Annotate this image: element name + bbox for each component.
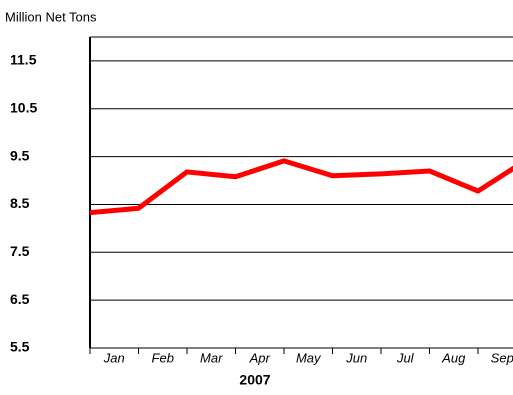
y-tick-label: 7.5 <box>10 243 30 259</box>
x-tick-label: May <box>296 350 322 365</box>
x-tick-label: Apr <box>249 350 271 365</box>
x-tick-label: Jun <box>345 350 367 365</box>
y-tick-label: 10.5 <box>10 99 37 115</box>
data-line <box>90 158 513 216</box>
y-tick-label: 5.5 <box>10 339 30 355</box>
y-tick-label: 6.5 <box>10 291 30 307</box>
x-tick-label: Jan <box>103 350 125 365</box>
y-tick-label: 11.5 <box>10 52 37 68</box>
x-tick-label: Aug <box>441 350 466 365</box>
x-tick-label: Feb <box>152 350 174 365</box>
x-tick-label: Mar <box>200 350 223 365</box>
x-tick-label: Jul <box>396 350 415 365</box>
y-tick-label: 9.5 <box>10 147 30 163</box>
y-axis-title: Million Net Tons <box>5 9 97 24</box>
x-tick-label: Sep <box>491 350 513 365</box>
x-axis-title: 2007 <box>239 372 270 388</box>
y-tick-label: 8.5 <box>10 195 30 211</box>
